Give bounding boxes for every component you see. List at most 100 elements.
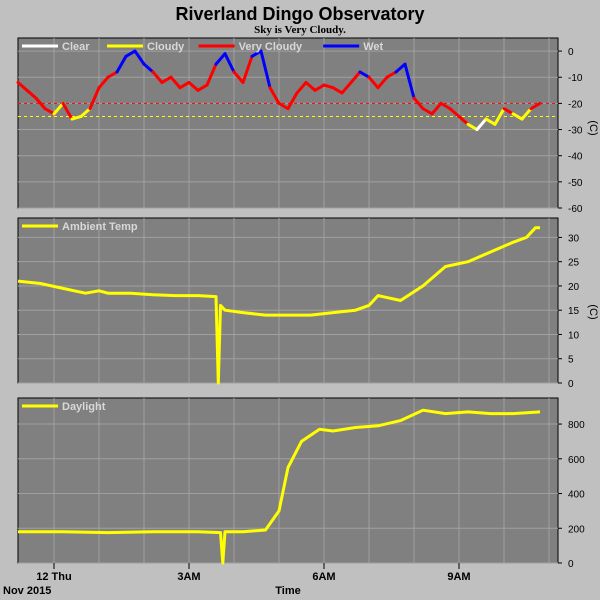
sky-segment (16, 80, 29, 92)
sky-segment (115, 54, 128, 74)
y-tick-label: 10 (568, 330, 580, 341)
sky-segment (241, 54, 254, 84)
sky-segment (97, 75, 110, 90)
ambient-plot-area (17, 217, 559, 384)
sky-segment (340, 80, 353, 95)
legend-label: Cloudy (147, 41, 185, 53)
sky-segment (214, 52, 227, 66)
y-tick-label: -10 (568, 73, 583, 84)
legend-label: Very Cloudy (239, 41, 303, 53)
y-tick-label: -60 (568, 204, 583, 215)
sky-segment (502, 107, 515, 116)
sky-segment (430, 101, 443, 116)
daylight-grid (18, 398, 558, 564)
ambient-series (17, 226, 540, 385)
sky-segment (52, 101, 65, 116)
x-axis-label: Time (275, 585, 300, 597)
x-tick-label: 12 Thu (36, 571, 71, 583)
x-axis-date-label: Nov 2015 (3, 585, 51, 597)
sky-segment (484, 117, 497, 126)
sky-segment (358, 70, 371, 79)
sky-segment (187, 80, 200, 92)
y-tick-label: -20 (568, 99, 583, 110)
sky-segment (331, 86, 344, 95)
sky-segment (268, 86, 281, 105)
y-tick-label: 200 (568, 524, 585, 535)
page-title: Riverland Dingo Observatory (175, 4, 424, 24)
sky-segment (277, 101, 290, 111)
sky-segment (124, 49, 137, 58)
daylight-plot-area (17, 397, 559, 564)
sky-segment (394, 62, 407, 74)
sky-segment (286, 91, 299, 111)
y-tick-label: 15 (568, 306, 580, 317)
sky-segment (259, 49, 272, 90)
sky-chart: Clear Cloudy Very Cloudy Wet 0 -10 -20 -30 -40 -… (16, 37, 599, 215)
daylight-legend: Daylight (22, 401, 106, 413)
x-tick-label: 9AM (447, 571, 470, 583)
daylight-series (18, 408, 541, 565)
y-tick-label: 0 (568, 559, 574, 570)
ambient-chart: Ambient Temp 30 25 20 15 10 5 0 (C) (17, 217, 599, 390)
sky-segment (232, 70, 245, 84)
sky-thresholds (18, 102, 558, 117)
sky-segment (79, 107, 92, 118)
sky-segment (385, 70, 398, 79)
ambient-y-label: (C) (587, 304, 599, 319)
sky-segment (367, 75, 380, 90)
sky-segment (529, 101, 542, 111)
y-tick-label: 25 (568, 258, 580, 269)
sky-segment (421, 107, 434, 116)
sky-segment (412, 96, 425, 111)
sky-segment (70, 114, 83, 121)
sky-segment (439, 101, 452, 111)
sky-segment (475, 117, 488, 132)
sky-segment (466, 122, 479, 132)
y-tick-label: 5 (568, 355, 574, 366)
sky-segment (25, 88, 38, 100)
sky-segment (205, 62, 218, 87)
ambient-legend: Ambient Temp (22, 221, 138, 233)
legend-label: Daylight (62, 401, 106, 413)
sky-segment (133, 49, 146, 66)
sky-segment (223, 52, 236, 74)
page-subtitle: Sky is Very Cloudy. (254, 24, 346, 36)
sky-segment (34, 96, 47, 111)
y-tick-label: -30 (568, 126, 583, 137)
sky-segment (178, 80, 191, 90)
sky-segment (520, 107, 533, 121)
sky-segment (88, 86, 101, 111)
sky-segment (196, 83, 209, 92)
x-tick-label: 3AM (177, 571, 200, 583)
sky-segment (151, 70, 164, 84)
sky-segment (511, 112, 524, 121)
sky-segment (169, 75, 182, 90)
y-tick-label: 20 (568, 282, 580, 293)
sky-segment (106, 70, 119, 79)
sky-segment (304, 80, 317, 92)
y-tick-label: -50 (568, 178, 583, 189)
sky-segment (43, 107, 56, 116)
sky-segment (376, 75, 389, 90)
sky-y-ticks: 0 -10 -20 -30 -40 -50 -60 (558, 47, 583, 215)
sky-segment (493, 107, 506, 126)
sky-segment (295, 80, 308, 95)
y-tick-label: -40 (568, 152, 583, 163)
sky-y-label: (C) (587, 120, 599, 135)
sky-segment (142, 62, 155, 74)
sky-segment (349, 70, 362, 84)
sky-segment (322, 83, 335, 90)
sky-series (16, 49, 542, 132)
legend-label: Clear (62, 41, 90, 53)
sky-segment (61, 101, 74, 121)
sky-segment (313, 83, 326, 92)
y-tick-label: 600 (568, 455, 585, 466)
legend-label: Wet (363, 41, 383, 53)
series-line (17, 226, 540, 385)
y-tick-label: 0 (568, 379, 574, 390)
sky-legend: Clear Cloudy Very Cloudy Wet (22, 41, 384, 53)
sky-segment (160, 75, 173, 84)
sky-segment (403, 62, 416, 100)
y-tick-label: 800 (568, 420, 585, 431)
